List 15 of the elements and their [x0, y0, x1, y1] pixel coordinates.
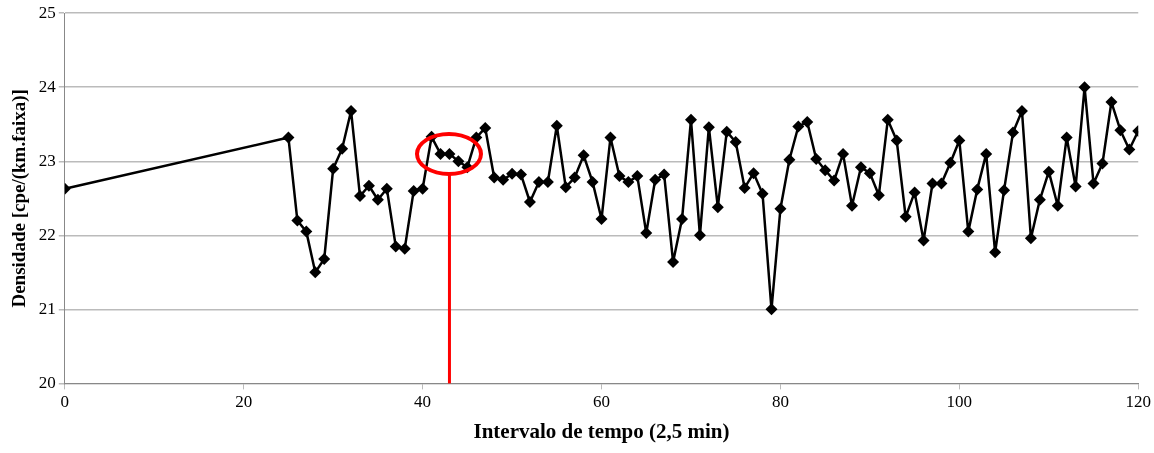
y-tick-label: 23	[38, 150, 56, 170]
x-tick-label: 60	[593, 392, 611, 412]
x-axis-title: Intervalo de tempo (2,5 min)	[473, 418, 730, 443]
x-tick-label: 100	[946, 392, 973, 412]
y-tick-label: 22	[38, 224, 56, 244]
y-axis-title: Densidade [cpe/(km.faixa)]	[8, 89, 31, 308]
y-tick-label: 25	[38, 2, 56, 22]
y-tick-label: 21	[38, 298, 56, 318]
x-tick-label: 120	[1125, 392, 1151, 412]
x-tick-label: 40	[414, 392, 432, 412]
x-tick-label: 20	[235, 392, 253, 412]
x-tick-label: 0	[60, 392, 70, 412]
y-tick-label: 24	[38, 76, 57, 96]
x-tick-label: 80	[771, 392, 789, 412]
y-tick-label: 20	[38, 372, 56, 392]
